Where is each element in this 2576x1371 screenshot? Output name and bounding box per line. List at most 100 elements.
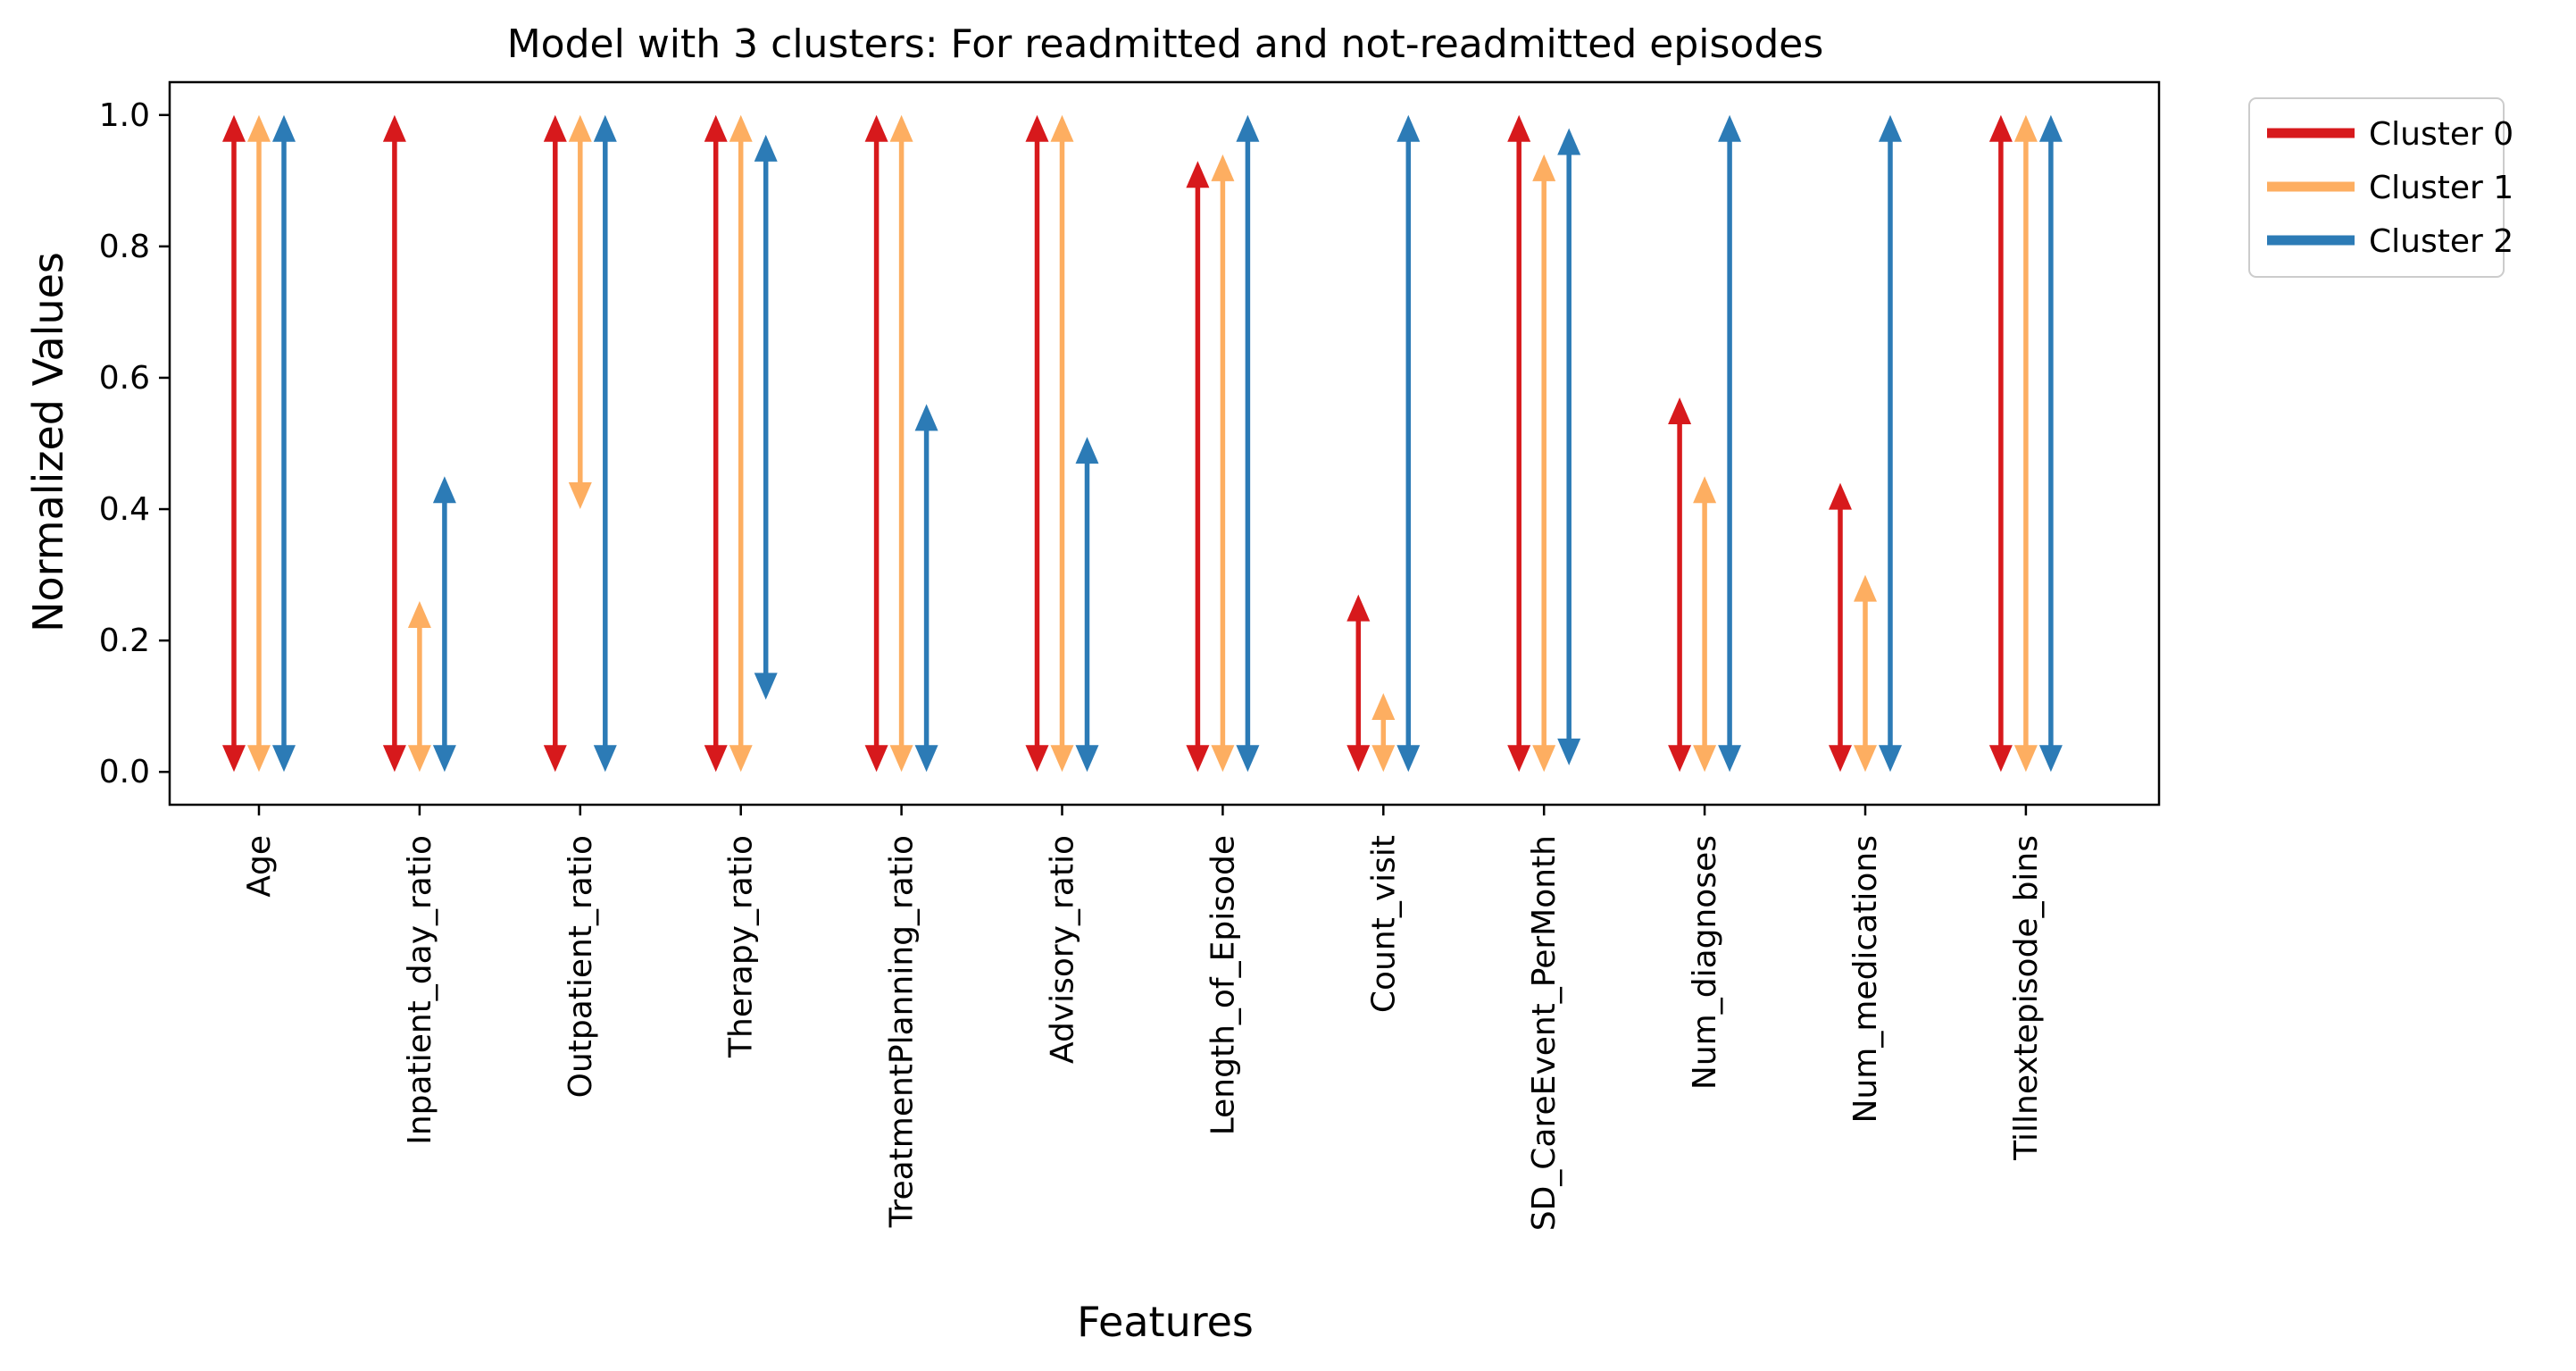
arrow-head-up bbox=[382, 114, 406, 142]
arrow-head-up bbox=[1988, 114, 2013, 142]
arrow-head-up bbox=[889, 114, 913, 142]
x-tick-label: Inpatient_day_ratio bbox=[402, 835, 438, 1145]
arrow-head-up bbox=[1075, 437, 1099, 464]
range-arrow-cluster-2 bbox=[1718, 114, 1742, 773]
range-arrow-cluster-0 bbox=[1988, 114, 2013, 773]
range-arrow-cluster-2 bbox=[1879, 114, 1902, 773]
arrow-head-up bbox=[1879, 114, 1902, 142]
range-arrow-cluster-1 bbox=[407, 601, 431, 773]
range-arrow-cluster-0 bbox=[543, 114, 567, 773]
arrow-head-up bbox=[1050, 114, 1074, 142]
range-arrow-cluster-0 bbox=[1186, 161, 1210, 773]
range-arrow-cluster-1 bbox=[1693, 476, 1717, 773]
y-tick-label: 0.8 bbox=[99, 229, 150, 265]
arrow-head-down bbox=[1718, 745, 1742, 773]
range-arrow-cluster-2 bbox=[1396, 114, 1421, 773]
range-arrow-cluster-0 bbox=[1507, 114, 1531, 773]
arrow-head-up bbox=[568, 114, 592, 142]
arrow-head-up bbox=[1507, 114, 1531, 142]
legend-label: Cluster 2 bbox=[2369, 223, 2513, 260]
arrow-head-up bbox=[2013, 114, 2038, 142]
x-tick-label: SD_CareEvent_PerMonth bbox=[1526, 835, 1563, 1231]
y-tick-label: 0.4 bbox=[99, 491, 150, 528]
range-arrow-cluster-1 bbox=[1532, 154, 1556, 773]
arrow-head-up bbox=[1854, 574, 1877, 602]
range-arrow-cluster-0 bbox=[864, 114, 888, 773]
arrow-head-down bbox=[1211, 745, 1235, 773]
legend-box bbox=[2248, 97, 2505, 278]
arrow-head-down bbox=[1346, 745, 1371, 773]
range-arrow-cluster-0 bbox=[1025, 114, 1049, 773]
arrow-head-up bbox=[1186, 161, 1210, 188]
legend-label: Cluster 1 bbox=[2369, 170, 2513, 206]
arrow-head-up bbox=[1396, 114, 1421, 142]
arrow-head-up bbox=[1829, 482, 1852, 510]
range-arrow-cluster-0 bbox=[704, 114, 728, 773]
arrow-head-down bbox=[864, 745, 888, 773]
range-arrow-cluster-2 bbox=[1075, 437, 1099, 773]
x-tick-label: Count_visit bbox=[1365, 835, 1402, 1013]
range-arrow-cluster-1 bbox=[247, 114, 271, 773]
arrow-head-down bbox=[1507, 745, 1531, 773]
y-tick-label: 1.0 bbox=[99, 97, 150, 134]
arrow-head-down bbox=[1829, 745, 1852, 773]
arrow-head-up bbox=[1693, 476, 1717, 504]
x-tick-label: Num_medications bbox=[1847, 835, 1884, 1123]
arrow-head-up bbox=[2038, 114, 2063, 142]
arrow-head-down bbox=[568, 482, 592, 510]
arrow-head-down bbox=[1879, 745, 1902, 773]
arrow-head-up bbox=[754, 134, 778, 162]
arrow-head-down bbox=[2038, 745, 2063, 773]
arrow-head-up bbox=[593, 114, 617, 142]
arrow-head-down bbox=[2013, 745, 2038, 773]
range-arrow-cluster-1 bbox=[1050, 114, 1074, 773]
arrow-head-up bbox=[1718, 114, 1742, 142]
x-tick-label: Outpatient_ratio bbox=[563, 835, 599, 1098]
range-arrow-cluster-1 bbox=[2013, 114, 2038, 773]
arrow-head-up bbox=[1236, 114, 1260, 142]
arrow-head-down bbox=[1050, 745, 1074, 773]
range-arrow-cluster-2 bbox=[1557, 128, 1581, 765]
x-tick-label: Num_diagnoses bbox=[1687, 835, 1723, 1090]
arrow-head-up bbox=[864, 114, 888, 142]
arrow-head-down bbox=[382, 745, 406, 773]
arrow-head-up bbox=[1371, 692, 1396, 720]
arrow-head-up bbox=[222, 114, 246, 142]
arrow-head-down bbox=[1693, 745, 1717, 773]
arrow-head-down bbox=[407, 745, 431, 773]
range-arrow-cluster-2 bbox=[2038, 114, 2063, 773]
arrow-head-up bbox=[272, 114, 296, 142]
range-arrow-cluster-0 bbox=[1668, 397, 1692, 773]
arrow-head-down bbox=[222, 745, 246, 773]
arrow-head-up bbox=[729, 114, 753, 142]
arrow-head-up bbox=[1668, 397, 1692, 425]
range-arrow-cluster-2 bbox=[272, 114, 296, 773]
y-tick-label: 0.2 bbox=[99, 623, 150, 659]
arrow-head-down bbox=[1988, 745, 2013, 773]
y-tick-label: 0.0 bbox=[99, 754, 150, 790]
arrow-head-up bbox=[543, 114, 567, 142]
x-tick-label: TreatmentPlanning_ratio bbox=[884, 835, 921, 1228]
range-arrow-cluster-1 bbox=[1371, 692, 1396, 773]
arrow-head-down bbox=[1557, 738, 1581, 765]
arrow-head-down bbox=[272, 745, 296, 773]
range-arrow-cluster-2 bbox=[914, 404, 938, 773]
y-axis-label: Normalized Values bbox=[24, 252, 72, 632]
arrow-head-down bbox=[1075, 745, 1099, 773]
range-arrow-cluster-1 bbox=[1211, 154, 1235, 773]
x-tick-label: Age bbox=[241, 835, 278, 898]
arrow-head-down bbox=[593, 745, 617, 773]
range-arrow-cluster-1 bbox=[889, 114, 913, 773]
arrow-head-down bbox=[704, 745, 728, 773]
range-arrow-cluster-0 bbox=[382, 114, 406, 773]
arrow-head-down bbox=[1396, 745, 1421, 773]
range-arrow-cluster-1 bbox=[729, 114, 753, 773]
range-arrow-cluster-2 bbox=[754, 134, 778, 700]
x-axis-label: Features bbox=[1077, 1298, 1254, 1346]
arrow-head-down bbox=[889, 745, 913, 773]
arrow-head-down bbox=[1186, 745, 1210, 773]
range-arrow-cluster-0 bbox=[1829, 482, 1852, 773]
arrow-head-down bbox=[1668, 745, 1692, 773]
arrow-head-down bbox=[914, 745, 938, 773]
